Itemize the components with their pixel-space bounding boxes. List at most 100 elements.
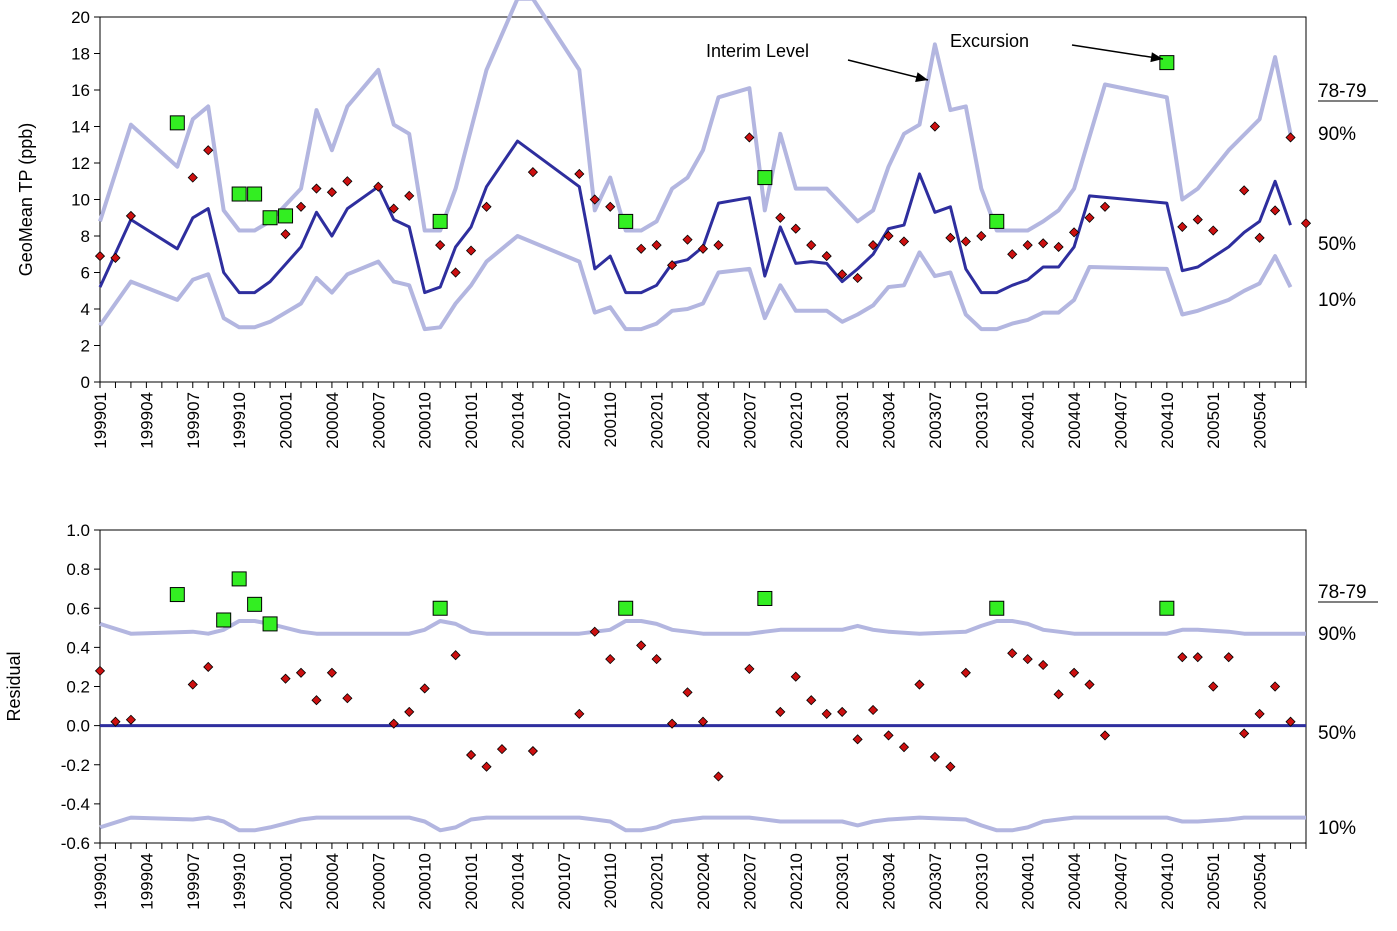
excursion-point	[757, 170, 773, 186]
y-tick-label: 20	[71, 8, 90, 27]
observed-point	[125, 210, 136, 221]
median-line	[98, 139, 1292, 295]
observed-point	[187, 172, 198, 183]
observed-point	[295, 667, 307, 678]
observed-point	[481, 201, 492, 212]
side-label-reference: 78-79	[1318, 582, 1367, 603]
excursion-point	[989, 600, 1005, 616]
observed-point	[574, 708, 585, 719]
observed-point	[1223, 652, 1234, 663]
observed-point	[1270, 205, 1281, 216]
observed-point	[945, 761, 956, 772]
plot-frame	[99, 529, 1307, 844]
observed-point	[806, 695, 817, 706]
observed-point	[636, 640, 647, 651]
series-50pct	[98, 139, 1292, 295]
x-tick-label: 200204	[694, 392, 713, 449]
x-tick-label: 200404	[1065, 853, 1084, 910]
excursion-arrow-head	[1150, 52, 1163, 63]
excursion-point	[169, 115, 185, 131]
observed-point	[110, 716, 121, 727]
observed-point	[419, 683, 430, 694]
excursion-point	[1159, 600, 1175, 616]
observed-point	[311, 183, 322, 194]
x-tick-label: 200307	[926, 392, 945, 449]
x-tick-label: 200310	[972, 853, 991, 910]
observed-point	[1053, 241, 1064, 253]
interim-level-arrow	[847, 59, 929, 81]
observed-point	[342, 176, 353, 187]
interim-level-arrow-head	[915, 72, 928, 82]
y-tick-label: 14	[71, 118, 90, 137]
x-tick-label: 199904	[137, 392, 156, 449]
observed-point	[651, 240, 662, 251]
excursion-point	[231, 186, 247, 202]
observed-point	[1069, 667, 1080, 678]
observed-point	[1099, 201, 1111, 212]
observed-point	[883, 230, 894, 242]
observed-point	[883, 730, 894, 741]
observed-point	[1007, 648, 1018, 659]
excursion-point	[618, 213, 634, 229]
observed-point	[388, 203, 399, 214]
observed-point	[651, 654, 662, 665]
observed-point	[1192, 652, 1203, 663]
observed-point	[868, 240, 879, 251]
x-tick-label: 199910	[230, 392, 249, 449]
observed-point	[1254, 232, 1265, 243]
observed-point	[1270, 681, 1281, 692]
observed-point	[605, 654, 616, 665]
x-tick-label: 200004	[323, 853, 342, 910]
percentile-band-line	[98, 234, 1293, 332]
series-90pct	[98, 0, 1293, 233]
x-tick-label: 200110	[601, 853, 620, 908]
observed-point	[852, 734, 863, 745]
observed-point	[1069, 227, 1080, 238]
y-tick-label: 0.2	[66, 678, 90, 697]
observed-point	[326, 187, 337, 198]
observed-point	[1208, 681, 1219, 692]
observed-point	[1239, 728, 1250, 739]
excursion-point	[262, 616, 278, 632]
observed-point	[1177, 652, 1188, 663]
x-tick-label: 200001	[277, 392, 296, 449]
y-tick-label: 0.0	[66, 717, 90, 736]
series-excursion	[169, 571, 1175, 632]
y-tick-label: 4	[81, 300, 90, 319]
y-axis-title: GeoMean TP (ppb)	[16, 123, 36, 276]
observed-point	[496, 744, 508, 755]
observed-point	[466, 749, 477, 761]
observed-point	[1208, 225, 1219, 236]
x-tick-label: 200007	[369, 392, 388, 449]
observed-point	[1285, 716, 1296, 727]
observed-point	[667, 718, 678, 729]
x-tick-label: 200207	[740, 392, 759, 449]
x-tick-label: 200001	[277, 853, 296, 910]
y-tick-label: -0.6	[61, 834, 90, 853]
percentile-band-line	[99, 815, 1306, 833]
y-tick-label: -0.2	[61, 756, 90, 775]
observed-point	[1084, 679, 1095, 690]
y-tick-label: 2	[81, 337, 90, 356]
excursion-point	[169, 587, 185, 603]
observed-point	[898, 742, 910, 753]
x-tick-label: 200304	[880, 853, 899, 910]
observed-point	[1038, 659, 1049, 671]
geomean-tp-chart: 0 2 4 6 8 10 12 14 16 18 20 199901 199904 199907 19991…	[16, 0, 1378, 449]
observed-point	[481, 761, 492, 772]
excursion-point	[247, 596, 263, 612]
excursion-point	[1159, 55, 1175, 71]
observed-point	[697, 716, 709, 727]
x-tick-label: 200501	[1204, 853, 1223, 910]
x-tick-label: 200107	[555, 392, 574, 449]
excursion-point	[247, 186, 263, 202]
x-tick-label: 199904	[137, 853, 156, 910]
x-tick-label: 200101	[462, 392, 481, 449]
observed-point	[976, 230, 987, 242]
x-tick-label: 200407	[1111, 853, 1130, 910]
x-tick-label: 200304	[880, 392, 899, 449]
percentile-band-line	[98, 0, 1293, 233]
x-tick-label: 200404	[1065, 392, 1084, 449]
observed-point	[110, 252, 121, 263]
